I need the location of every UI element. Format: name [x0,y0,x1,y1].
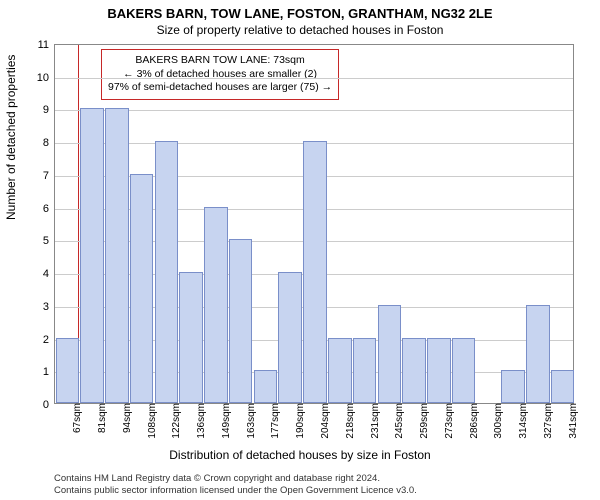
bar [501,370,525,403]
x-tick-label: 218sqm [343,403,356,439]
y-axis-label: Number of detached properties [4,55,18,220]
bar [427,338,451,403]
bar [278,272,302,403]
x-tick-label: 177sqm [268,403,281,439]
plot-area: BAKERS BARN TOW LANE: 73sqm ← 3% of deta… [54,44,574,404]
x-tick-label: 273sqm [442,403,455,439]
y-tick-label: 9 [43,104,55,116]
y-tick-label: 4 [43,268,55,280]
x-tick-label: 149sqm [219,403,232,439]
attribution: Contains HM Land Registry data © Crown c… [54,473,417,496]
x-tick-label: 81sqm [95,403,108,433]
y-tick-label: 2 [43,334,55,346]
bar [130,174,154,403]
bar [551,370,575,403]
bar [105,108,129,403]
bar [204,207,228,403]
x-tick-label: 136sqm [194,403,207,439]
x-tick-label: 300sqm [491,403,504,439]
annotation-line2: ← 3% of detached houses are smaller (2) [108,68,332,82]
bar [303,141,327,403]
y-tick-label: 5 [43,235,55,247]
x-tick-label: 67sqm [70,403,83,433]
x-axis-label: Distribution of detached houses by size … [0,448,600,462]
attribution-line2: Contains public sector information licen… [54,485,417,496]
annotation-line1: BAKERS BARN TOW LANE: 73sqm [108,54,332,68]
bar [179,272,203,403]
chart-subtitle: Size of property relative to detached ho… [0,21,600,37]
attribution-line1: Contains HM Land Registry data © Crown c… [54,473,417,484]
x-tick-label: 245sqm [392,403,405,439]
gridline [55,110,573,111]
y-tick-label: 6 [43,203,55,215]
x-tick-label: 190sqm [293,403,306,439]
x-tick-label: 231sqm [368,403,381,439]
x-tick-label: 122sqm [169,403,182,439]
chart-title: BAKERS BARN, TOW LANE, FOSTON, GRANTHAM,… [0,0,600,21]
x-tick-label: 204sqm [318,403,331,439]
bar [353,338,377,403]
gridline [55,78,573,79]
x-tick-label: 341sqm [566,403,579,439]
y-tick-label: 3 [43,301,55,313]
x-tick-label: 286sqm [467,403,480,439]
x-tick-label: 327sqm [541,403,554,439]
x-tick-label: 163sqm [244,403,257,439]
y-tick-label: 0 [43,399,55,411]
bar [378,305,402,403]
bar [80,108,104,403]
bar [402,338,426,403]
x-tick-label: 108sqm [145,403,158,439]
x-tick-label: 259sqm [417,403,430,439]
bar [155,141,179,403]
bar [56,338,80,403]
y-tick-label: 7 [43,170,55,182]
annotation-line3: 97% of semi-detached houses are larger (… [108,81,332,95]
y-tick-label: 11 [38,39,55,51]
y-tick-label: 1 [43,366,55,378]
bar [526,305,550,403]
x-tick-label: 314sqm [516,403,529,439]
x-tick-label: 94sqm [120,403,133,433]
annotation-box: BAKERS BARN TOW LANE: 73sqm ← 3% of deta… [101,49,339,100]
bar [254,370,278,403]
chart-container: BAKERS BARN, TOW LANE, FOSTON, GRANTHAM,… [0,0,600,500]
bar [452,338,476,403]
y-tick-label: 8 [43,137,55,149]
bar [328,338,352,403]
bar [229,239,253,403]
y-tick-label: 10 [37,72,55,84]
